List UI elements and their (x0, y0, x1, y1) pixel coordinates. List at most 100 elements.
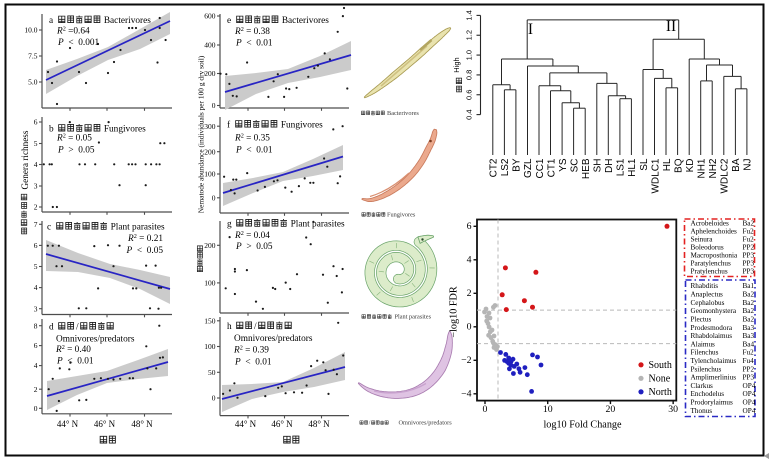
svg-text:P < 0.01: P < 0.01 (235, 39, 273, 49)
svg-text:HL1: HL1 (627, 158, 638, 177)
svg-text:Ba2: Ba2 (743, 315, 755, 323)
svg-text:Filenchus: Filenchus (691, 349, 719, 357)
svg-text:NH1: NH1 (697, 158, 708, 178)
svg-text:HEB: HEB (581, 158, 592, 179)
svg-text:HL: HL (662, 158, 673, 171)
svg-text:P < 0.05: P < 0.05 (126, 246, 164, 256)
svg-text:300: 300 (204, 122, 216, 131)
svg-text:Fu2: Fu2 (743, 236, 755, 244)
svg-text:PP3: PP3 (743, 267, 755, 275)
svg-text:I: I (528, 21, 533, 38)
svg-text:WDLC2: WDLC2 (720, 158, 731, 193)
svg-text:Ba3: Ba3 (743, 324, 755, 332)
svg-text:4: 4 (34, 160, 38, 169)
svg-text:44° N: 44° N (235, 419, 257, 429)
svg-text:100: 100 (204, 342, 216, 351)
svg-text:Ba2: Ba2 (743, 299, 755, 307)
svg-text:Ba2: Ba2 (743, 291, 755, 299)
svg-text:7: 7 (34, 220, 38, 229)
svg-text:20: 20 (606, 404, 616, 415)
svg-text:NJ: NJ (743, 159, 754, 171)
svg-text:4: 4 (467, 255, 472, 266)
svg-text:Omnivores/predators: Omnivores/predators (56, 335, 135, 345)
svg-text:d: d (49, 323, 54, 333)
svg-text:400: 400 (204, 41, 216, 50)
svg-text:/: / (369, 421, 371, 427)
svg-text:30: 30 (668, 404, 678, 415)
svg-text:BQ: BQ (673, 158, 684, 173)
svg-text:100: 100 (204, 170, 216, 179)
svg-text:0: 0 (34, 404, 38, 413)
svg-text:6: 6 (467, 221, 472, 232)
svg-text:10: 10 (543, 404, 553, 415)
svg-text:48° N: 48° N (131, 419, 153, 429)
svg-text:Plectus: Plectus (691, 315, 712, 323)
svg-text:Cephalobus: Cephalobus (691, 299, 725, 307)
svg-text:Amplimerlinius: Amplimerlinius (691, 374, 737, 382)
svg-text:LS2: LS2 (500, 158, 511, 176)
svg-text:GZL: GZL (523, 158, 534, 178)
svg-text:−2: −2 (461, 355, 472, 366)
svg-text:Fungivores: Fungivores (104, 125, 146, 135)
svg-text:R2 = 0.38: R2 = 0.38 (234, 26, 270, 38)
svg-text:South: South (649, 360, 672, 371)
svg-text:R2 = 0.35: R2 = 0.35 (234, 132, 270, 144)
svg-text:Seinura: Seinura (691, 236, 714, 244)
svg-text:Tylencholaimus: Tylencholaimus (691, 357, 737, 365)
svg-text:2: 2 (34, 385, 38, 394)
svg-text:R2 = 0.39: R2 = 0.39 (233, 344, 269, 356)
svg-text:Plant parasites: Plant parasites (291, 220, 345, 230)
svg-text:b: b (49, 125, 54, 135)
svg-text:Rhabditis: Rhabditis (691, 282, 719, 290)
svg-text:1.2: 1.2 (465, 30, 474, 40)
svg-text:Nematode abundance (individua: Nematode abundance (individuals per 100 … (197, 55, 206, 213)
svg-text:g: g (227, 220, 232, 230)
svg-text:5.0: 5.0 (28, 78, 38, 87)
svg-text:c: c (47, 223, 51, 233)
svg-text:e: e (227, 16, 231, 26)
svg-text:Enchodelus: Enchodelus (691, 390, 725, 398)
svg-text:200: 200 (204, 69, 216, 78)
svg-text:0: 0 (212, 101, 216, 110)
svg-text:Anaplectus: Anaplectus (691, 291, 724, 299)
svg-text:5: 5 (34, 262, 38, 271)
svg-text:R2 = 0.04: R2 = 0.04 (234, 230, 270, 242)
svg-text:OP4: OP4 (743, 399, 756, 407)
svg-text:0: 0 (467, 322, 472, 333)
svg-text:0.8: 0.8 (465, 70, 474, 80)
svg-text:6: 6 (34, 118, 38, 127)
svg-text:Plant parasites: Plant parasites (395, 314, 432, 321)
svg-text:3: 3 (34, 304, 38, 313)
svg-text:PP2: PP2 (743, 365, 755, 373)
svg-text:Ba4: Ba4 (743, 340, 755, 348)
svg-text:6: 6 (34, 241, 38, 250)
svg-text:a: a (49, 16, 53, 26)
svg-text:200: 200 (204, 147, 216, 156)
svg-text:BY: BY (512, 158, 523, 172)
svg-text:10.0: 10.0 (24, 26, 37, 35)
svg-text:P > 0.05: P > 0.05 (235, 242, 273, 252)
svg-text:Aphelenchoides: Aphelenchoides (691, 228, 738, 236)
svg-text:50: 50 (208, 368, 216, 377)
svg-text:150: 150 (204, 316, 216, 325)
svg-text:Ba2: Ba2 (743, 307, 755, 315)
svg-text:Fungivores: Fungivores (281, 121, 323, 131)
svg-text:OP4: OP4 (743, 390, 756, 398)
svg-text:P < 0.01: P < 0.01 (234, 358, 272, 368)
svg-text:8: 8 (34, 321, 38, 330)
svg-text:0: 0 (212, 394, 216, 403)
svg-text:Pratylenchus: Pratylenchus (691, 267, 728, 275)
svg-text:Acrobeloides: Acrobeloides (691, 220, 730, 228)
svg-text:7.5: 7.5 (28, 52, 38, 61)
svg-text:SH: SH (593, 159, 604, 173)
svg-text:0.6: 0.6 (465, 90, 474, 100)
svg-text:Fu2: Fu2 (743, 228, 755, 236)
svg-text:log10 Fold Change: log10 Fold Change (543, 420, 622, 431)
svg-text:Boleodorus: Boleodorus (691, 243, 724, 251)
svg-text:200: 200 (204, 241, 216, 250)
svg-text:44° N: 44° N (57, 419, 79, 429)
svg-text:KD: KD (685, 159, 696, 173)
svg-text:/: / (76, 323, 79, 333)
svg-text:North: North (649, 387, 672, 398)
svg-text:DH: DH (604, 159, 615, 173)
